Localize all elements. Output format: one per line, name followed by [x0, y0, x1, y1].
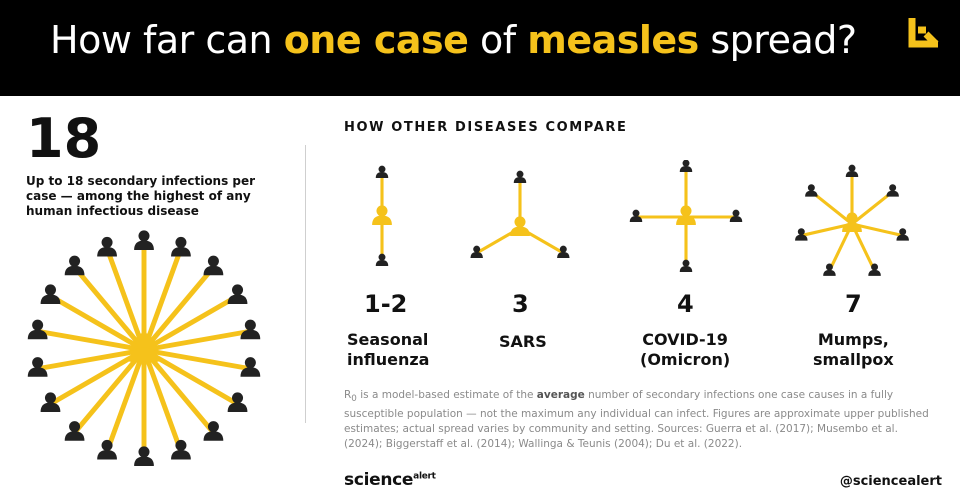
measles-spoke: [37, 347, 145, 372]
section-label: HOW OTHER DISEASES COMPARE: [344, 120, 628, 135]
measles-index-case-icon: [129, 332, 159, 362]
sars-contact-person-icon: [557, 245, 570, 259]
covid-contact-person-icon: [679, 160, 693, 173]
measles-r0-value: 18: [26, 107, 102, 170]
measles-contact-person-icon: [97, 236, 117, 257]
mumps-spoke: [851, 222, 904, 238]
measles-contact-person-icon: [240, 357, 261, 377]
influenza-name: Seasonal influenza: [347, 330, 429, 370]
influenza-value: 1-2: [364, 290, 408, 318]
measles-spread-diagram: [27, 230, 261, 466]
measles-contact-person-icon: [64, 255, 85, 276]
influenza-contact-person-icon: [375, 253, 389, 267]
measles-spoke: [143, 328, 251, 353]
covid-contact-person-icon: [629, 209, 643, 223]
mumps-contact-person-icon: [823, 263, 836, 276]
mumps-name: Mumps, smallpox: [813, 330, 894, 370]
mumps-contact-person-icon: [795, 228, 808, 241]
mumps-spoke: [810, 190, 853, 226]
measles-contact-person-icon: [171, 236, 191, 257]
measles-contact-person-icon: [40, 392, 61, 412]
measles-spoke: [37, 328, 145, 353]
influenza-spread-diagram: [372, 165, 392, 267]
measles-contact-person-icon: [97, 439, 117, 460]
measles-spoke: [104, 349, 147, 453]
divider: [305, 145, 306, 423]
influenza-name-line2: influenza: [347, 350, 430, 369]
covid-spread-diagram: [629, 160, 743, 273]
measles-spoke: [72, 348, 146, 435]
header-banner: How far can one case of measles spread?: [0, 0, 960, 96]
sars-contact-person-icon: [513, 170, 527, 184]
measles-contact-person-icon: [27, 319, 48, 340]
covid-index-case-icon: [676, 205, 696, 225]
r0-subscript: 0: [351, 394, 357, 405]
sars-name: SARS: [499, 332, 547, 352]
sars-value: 3: [512, 290, 529, 318]
measles-contact-person-icon: [27, 357, 48, 377]
footnote-text2: number of secondary infections one case …: [344, 389, 929, 451]
measles-contact-person-icon: [64, 421, 85, 441]
footnote: R0 is a model-based estimate of the aver…: [344, 388, 934, 452]
mumps-contact-person-icon: [896, 228, 909, 241]
social-handle[interactable]: @sciencealert: [839, 474, 942, 489]
measles-spoke: [143, 347, 251, 372]
covid-contact-person-icon: [679, 259, 693, 273]
measles-spoke: [142, 348, 216, 435]
mumps-name-line2: smallpox: [813, 350, 894, 369]
measles-description: Up to 18 secondary infections per case —…: [26, 174, 256, 218]
covid-name-line1: COVID-19: [642, 330, 728, 349]
measles-contact-person-icon: [203, 421, 224, 441]
measles-spoke: [72, 265, 146, 352]
covid-value: 4: [677, 290, 694, 318]
measles-spoke: [142, 265, 216, 352]
sciencealert-arrow-logo-icon[interactable]: [906, 14, 944, 58]
brand-logo[interactable]: sciencealert: [344, 470, 436, 490]
mumps-contact-person-icon: [845, 164, 859, 178]
measles-spoke: [141, 247, 184, 351]
measles-spoke: [49, 347, 146, 407]
sars-spread-diagram: [470, 170, 570, 259]
measles-spoke: [49, 293, 146, 353]
brand-sup: alert: [413, 471, 436, 482]
measles-spoke: [142, 347, 239, 407]
mumps-contact-person-icon: [868, 263, 881, 276]
measles-spoke: [104, 247, 147, 351]
mumps-contact-person-icon: [886, 184, 899, 197]
covid-contact-person-icon: [729, 209, 743, 223]
r0-symbol: R: [344, 389, 352, 401]
measles-contact-person-icon: [203, 255, 224, 276]
mumps-index-case-icon: [842, 212, 862, 232]
mumps-spoke: [800, 222, 853, 238]
mumps-contact-person-icon: [805, 184, 818, 197]
measles-contact-person-icon: [227, 392, 248, 412]
page-title: How far can one case of measles spread?: [50, 18, 857, 62]
measles-contact-person-icon: [134, 230, 154, 250]
measles-spoke: [141, 349, 184, 453]
mumps-spoke: [851, 190, 894, 226]
sars-contact-person-icon: [470, 245, 483, 259]
sars-index-case-icon: [510, 216, 530, 236]
influenza-index-case-icon: [372, 205, 392, 225]
footnote-text1: is a model-based estimate of the: [356, 389, 537, 401]
brand-main: science: [344, 470, 414, 490]
covid-name: COVID-19 (Omicron): [640, 330, 730, 370]
mumps-value: 7: [845, 290, 862, 318]
measles-contact-person-icon: [240, 319, 261, 340]
measles-spoke: [142, 293, 239, 353]
footnote-emphasis: average: [536, 389, 585, 401]
covid-name-line2: (Omicron): [640, 350, 731, 369]
measles-contact-person-icon: [227, 284, 248, 304]
measles-contact-person-icon: [40, 284, 61, 304]
mumps-name-line1: Mumps,: [817, 330, 889, 349]
influenza-name-line1: Seasonal: [347, 330, 429, 349]
measles-contact-person-icon: [134, 446, 154, 466]
sars-name-line1: SARS: [499, 332, 547, 351]
measles-contact-person-icon: [171, 439, 191, 460]
mumps-spread-diagram: [795, 164, 909, 276]
influenza-contact-person-icon: [375, 165, 389, 179]
